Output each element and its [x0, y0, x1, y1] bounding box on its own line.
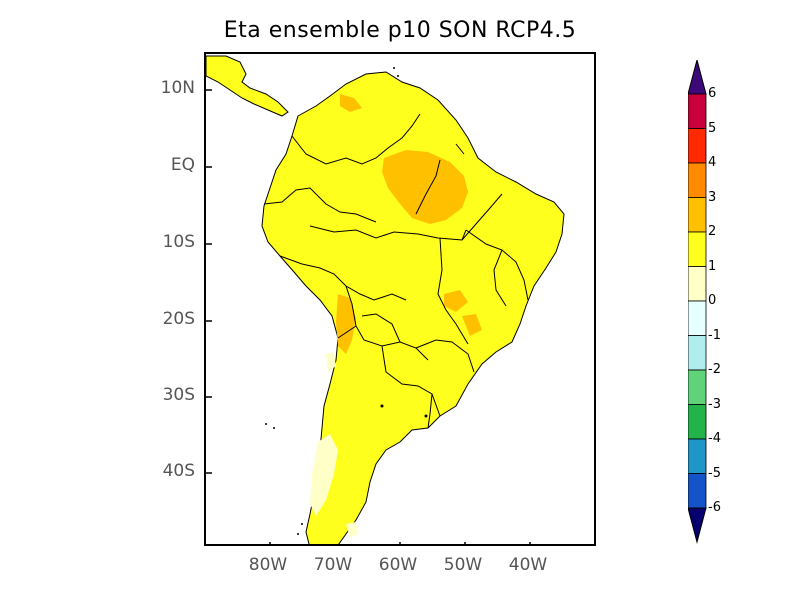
south-america-land: [261, 71, 565, 544]
colorbar-tick-label: -1: [708, 327, 721, 343]
colorbar-tick-label: 5: [708, 120, 717, 136]
colorbar-tick-label: 1: [708, 258, 717, 274]
colorbar-tick-label: -6: [708, 500, 721, 515]
colorbar-band-2: [687, 162, 707, 198]
lon-label-60w: 60W: [378, 555, 418, 575]
coastal-detail-marks: [265, 67, 428, 535]
colorbar-tick-label: 0: [708, 293, 717, 308]
colorbar-band-10: [687, 438, 707, 474]
cool-anomaly-patches: [310, 352, 358, 538]
country-borders: [263, 113, 529, 429]
colorbar-band-3: [687, 197, 707, 233]
colorbar-bottom-arrow: [687, 507, 707, 544]
south-america-map: [206, 55, 565, 544]
lon-label-40w: 40W: [508, 555, 548, 575]
map-title: Eta ensemble p10 SON RCP4.5: [223, 18, 577, 43]
colorbar-tick-label: -5: [708, 465, 721, 481]
colorbar-top-arrow: [687, 58, 707, 95]
colorbar-tick-label: 4: [708, 155, 717, 170]
lon-label-80w: 80W: [248, 555, 288, 575]
colorbar-band-5: [687, 266, 707, 302]
lat-label-eq: EQ: [170, 155, 195, 175]
colorbar-tick-label: 2: [708, 224, 717, 239]
lat-label-10s: 10S: [162, 232, 195, 252]
colorbar-band-6: [687, 300, 707, 336]
lat-label-30s: 30S: [162, 385, 195, 405]
colorbar-tick-label: -2: [708, 362, 721, 377]
warm-anomaly-patches: [336, 94, 482, 354]
colorbar-band-4: [687, 231, 707, 267]
lon-label-50w: 50W: [443, 555, 483, 575]
colorbar-band-11: [687, 473, 707, 509]
colorbar-band-9: [687, 404, 707, 440]
colorbar-tick-label: 3: [708, 189, 717, 205]
colorbar-tick-label: 6: [708, 86, 717, 101]
map-panel: [204, 52, 596, 546]
lon-label-70w: 70W: [313, 555, 353, 575]
colorbar-tick-label: -3: [708, 396, 721, 412]
lat-label-10n: 10N: [160, 78, 195, 98]
colorbar-svg: [687, 58, 707, 544]
colorbar: [687, 58, 748, 550]
colorbar-band-8: [687, 369, 707, 405]
colorbar-band-0: [687, 93, 707, 129]
colorbar-band-7: [687, 335, 707, 371]
colorbar-tick-label: -4: [708, 431, 721, 446]
lat-label-40s: 40S: [162, 461, 195, 481]
central-america-land: [206, 55, 289, 117]
colorbar-band-1: [687, 128, 707, 164]
lat-label-20s: 20S: [162, 309, 195, 329]
